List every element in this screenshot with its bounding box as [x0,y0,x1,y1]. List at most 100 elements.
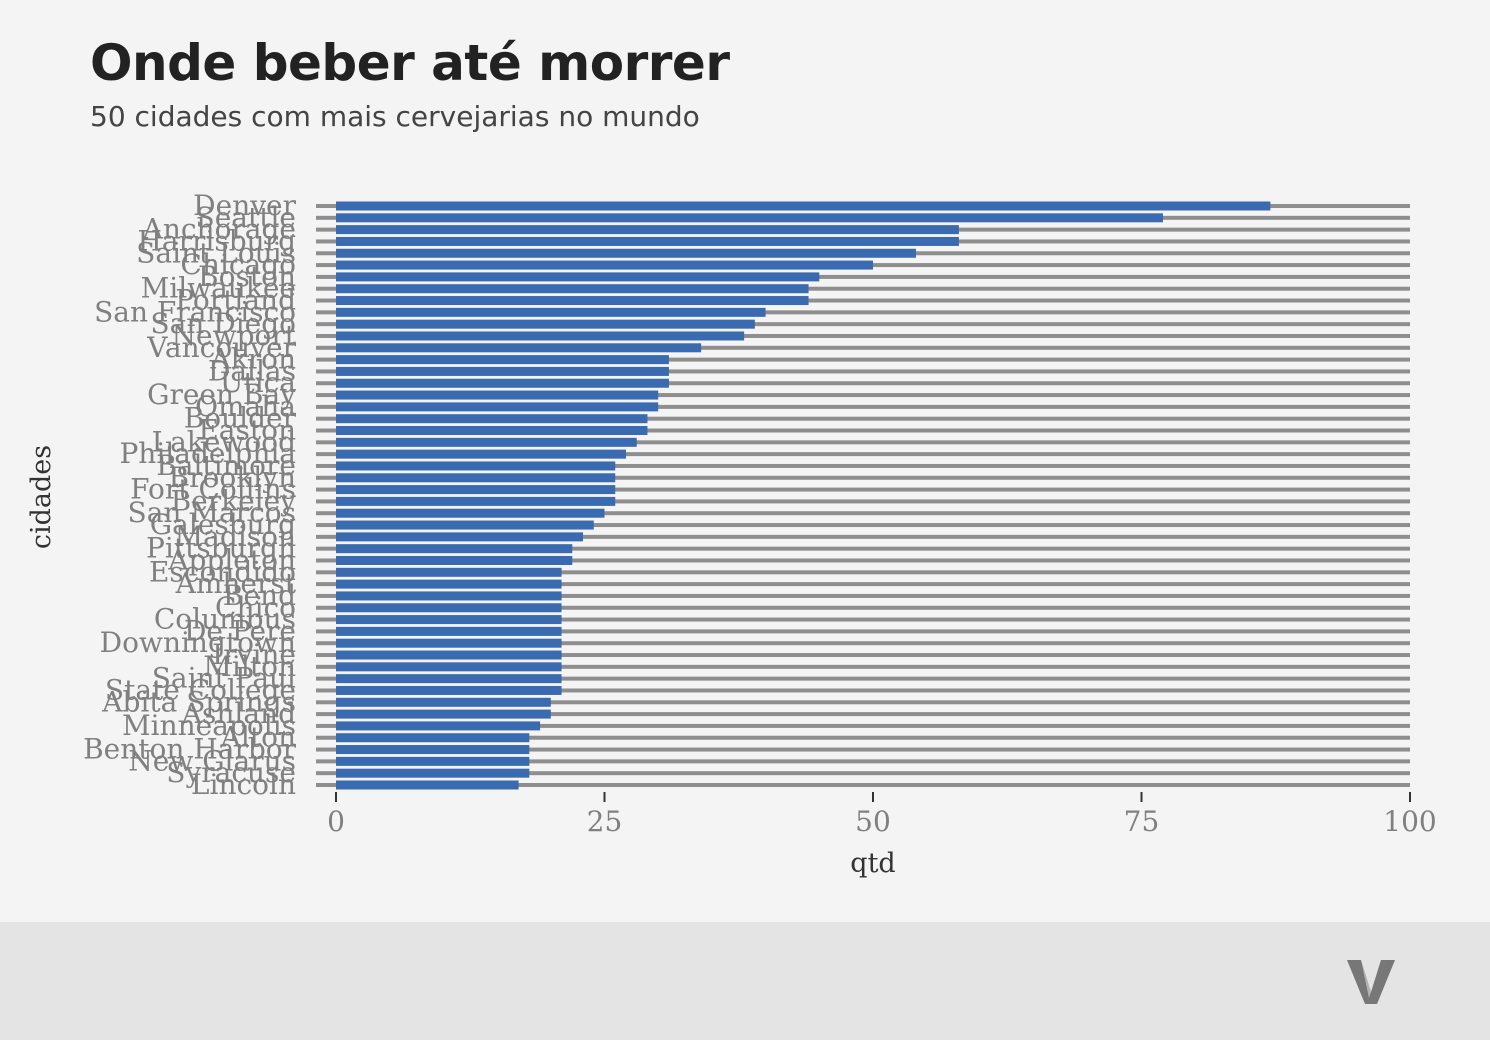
bar-amherst [336,579,562,589]
bar-boston [336,272,820,282]
bar-track [316,310,1410,315]
y-tick-label: Chico [215,591,296,624]
bar-chico [336,603,562,613]
y-tick-label: Appleton [167,543,296,576]
bar-irvine [336,650,562,660]
bar-track [316,653,1410,658]
y-tick-label: Green Bay [147,378,296,411]
bar-easton [336,426,648,436]
y-tick-label: Seattle [196,201,296,234]
bar-track [316,286,1410,291]
bar-benton-harbor [336,745,530,755]
bar-downingtown [336,638,562,648]
bar-track [316,664,1410,669]
x-tick-label: 100 [1383,805,1436,838]
y-tick-label: San Francisco [94,295,296,328]
chart-subtitle: 50 cidades com mais cervejarias no mundo [90,100,700,133]
bar-track [316,416,1410,421]
bar-track [316,688,1410,693]
y-tick-label: Vancouver [146,331,296,364]
x-tick-label: 0 [327,805,345,838]
bar-track [316,546,1410,551]
bar-baltimore [336,461,616,471]
bar-san-francisco [336,307,766,317]
y-tick-label: Escondido [149,555,296,588]
y-tick-label: Pittsburgh [146,532,296,565]
bar-track [316,440,1410,445]
bar-track [316,558,1410,563]
y-tick-label: Lincoln [191,768,296,801]
bar-track [316,570,1410,575]
bar-track [316,534,1410,539]
x-tick-label: 25 [587,805,623,838]
y-tick-label: Abita Springs [101,685,296,718]
bar-lincoln [336,780,519,790]
y-tick-label: Downingtown [100,626,296,659]
bar-brooklyn [336,473,616,483]
bar-track [316,499,1410,504]
bar-new-glarus [336,756,530,766]
x-tick-label: 75 [1124,805,1160,838]
x-axis: 0 25 50 75 100 [327,792,1437,838]
bar-track [316,629,1410,634]
bar-pittsburgh [336,544,573,554]
footer-bar [0,922,1490,1040]
y-tick-label: Ashland [181,697,296,730]
y-tick-label: Syracuse [166,756,296,789]
y-tick-label: Baltimore [156,449,296,482]
bar-milwaukee [336,284,809,294]
y-tick-label: Harrisburg [138,224,297,257]
bar-track [316,617,1410,622]
bar-track [316,523,1410,528]
bar-de-pere [336,626,562,636]
x-axis-title: qtd [850,848,895,879]
bar-track [316,369,1410,374]
y-axis-title: cidades [26,445,57,549]
bar-portland [336,296,809,306]
bar-track [316,593,1410,598]
bar-track [316,381,1410,386]
bar-minneapolis [336,721,541,731]
y-tick-label: Milton [203,650,296,683]
bar-track [316,605,1410,610]
bar-fort-collins [336,485,616,495]
y-tick-label: Columbus [154,603,296,636]
y-tick-label: Saint Louis [136,236,296,269]
y-tick-label: Alton [220,721,296,754]
y-tick-label: San Diego [150,307,296,340]
bar-vancouver [336,343,702,353]
bar-boulder [336,414,648,424]
bar-track [316,487,1410,492]
bar-saint-paul [336,674,562,684]
y-tick-label: Saint Paul [152,662,296,695]
y-tick-label: Dallas [208,354,296,387]
bar-track [316,428,1410,433]
bar-berkeley [336,496,616,506]
y-tick-label: Madison [174,520,296,553]
bar-chicago [336,260,873,270]
y-tick-label: Boston [198,260,296,293]
bar-track [316,723,1410,728]
bar-track [316,393,1410,398]
bar-san-marcos [336,508,605,518]
chart-title: Onde beber até morrer [90,34,730,92]
bar-milton [336,662,562,672]
bar-track [316,345,1410,350]
y-tick-label: Easton [198,414,296,447]
bar-track [316,582,1410,587]
bar-track [316,333,1410,338]
bar-syracuse [336,768,530,778]
bar-anchorage [336,225,959,235]
bar-track [316,676,1410,681]
y-tick-label: De Pere [184,614,296,647]
bar-denver [336,201,1271,211]
y-tick-label: Minneapolis [122,709,296,742]
bar-track [316,298,1410,303]
bar-omaha [336,402,659,412]
y-tick-label: Brooklyn [169,461,296,494]
bar-bend [336,591,562,601]
bar-state-college [336,685,562,695]
bar-track [316,274,1410,279]
